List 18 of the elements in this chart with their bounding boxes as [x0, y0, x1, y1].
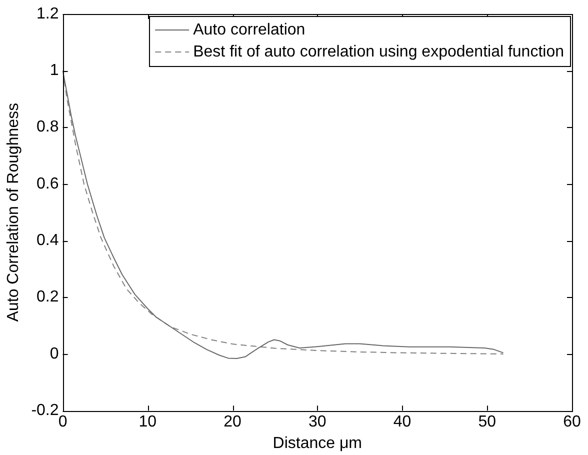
x-tick-label: 60 [563, 414, 581, 431]
y-tick-label: 0 [50, 345, 59, 362]
legend-label: Best fit of auto correlation using expodential function [193, 43, 564, 60]
x-tick-label: 40 [393, 414, 412, 431]
y-tick-label: 0.2 [36, 288, 59, 306]
x-tick-label: 20 [224, 414, 242, 431]
y-tick-label: 1.2 [36, 5, 59, 22]
legend-label: Auto correlation [193, 21, 306, 38]
x-tick-label: 30 [308, 414, 326, 431]
y-tick-label: -0.2 [31, 402, 59, 420]
y-tick-label: 0.8 [36, 118, 59, 136]
x-axis-title: Distance μm [272, 434, 362, 452]
y-tick-label: 1 [50, 62, 59, 80]
x-tick-label: 10 [138, 414, 157, 431]
y-tick-label: 0.4 [36, 232, 59, 250]
x-tick-label: 50 [478, 414, 496, 431]
y-axis-title: Auto Correlation of Roughness [5, 102, 22, 322]
y-tick-label: 0.6 [36, 175, 59, 192]
